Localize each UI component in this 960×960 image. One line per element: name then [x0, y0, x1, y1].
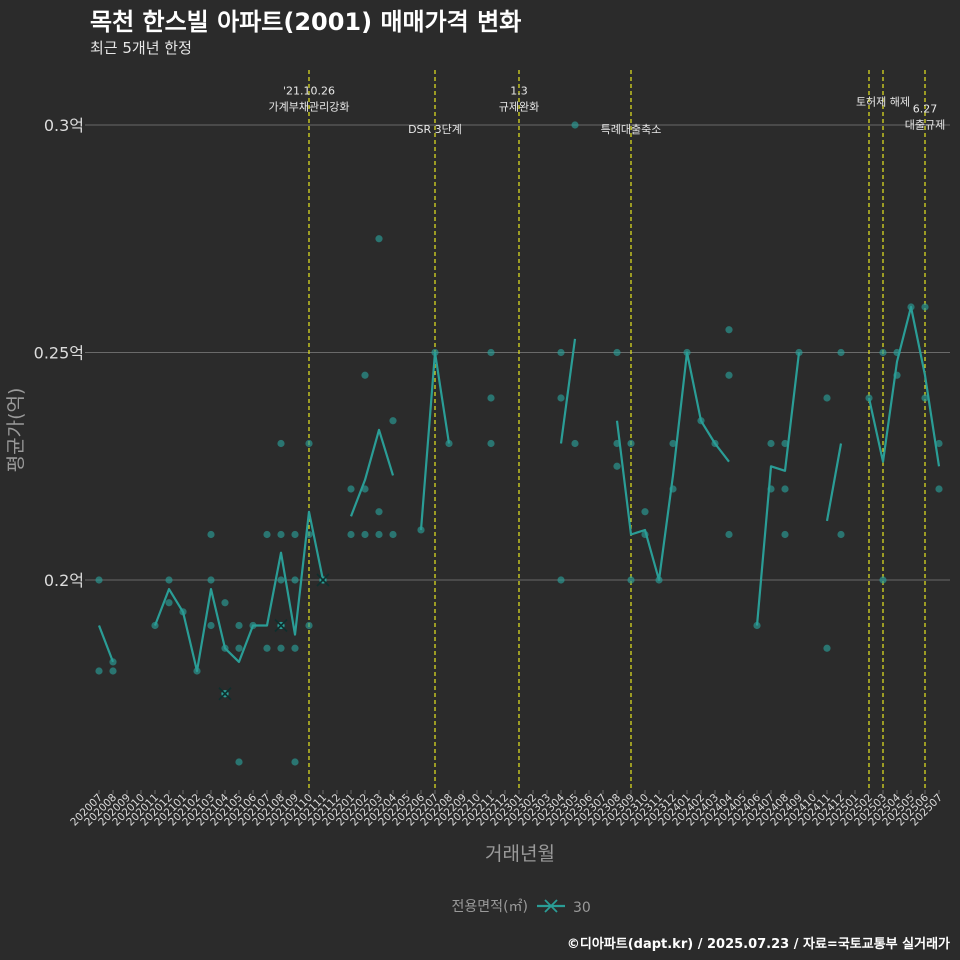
data-point — [347, 530, 355, 539]
event-label: DSR 3단계 — [408, 123, 462, 136]
data-point — [347, 485, 355, 493]
data-point — [291, 644, 299, 652]
data-point — [375, 235, 383, 243]
data-point — [921, 303, 929, 311]
series-line — [97, 625, 115, 663]
data-point — [235, 758, 243, 766]
data-point — [389, 530, 397, 539]
data-point — [221, 599, 229, 607]
data-point — [781, 530, 789, 539]
legend: 전용면적(㎡) 30 — [452, 899, 591, 916]
event-date-label: '21.10.26 — [283, 84, 335, 97]
event-date-label: 1.3 — [510, 84, 528, 97]
y-tick-label: 0.3억 — [44, 116, 84, 135]
data-point — [921, 394, 929, 402]
data-point — [305, 439, 313, 448]
data-point — [375, 530, 383, 539]
data-point — [725, 371, 733, 379]
data-point — [823, 394, 831, 402]
data-point — [305, 621, 313, 630]
data-point — [277, 530, 285, 539]
series-line — [153, 510, 325, 673]
legend-entry: 30 — [573, 900, 591, 916]
data-point — [557, 576, 565, 584]
data-point — [389, 417, 397, 425]
cross-marker — [218, 687, 232, 701]
data-point — [627, 439, 635, 448]
data-point — [165, 599, 173, 607]
data-point — [207, 530, 215, 539]
event-label: 특례대출축소 — [601, 123, 662, 136]
data-point — [613, 348, 621, 357]
y-tick-label: 0.2억 — [44, 571, 84, 590]
chart-subtitle: 최근 5개년 한정 — [90, 39, 192, 57]
legend-title: 전용면적(㎡) — [452, 899, 528, 915]
y-axis-title: 평균가(억) — [5, 388, 27, 473]
event-label: 가계부채관리강화 — [269, 100, 350, 113]
data-point — [361, 530, 369, 539]
y-tick-label: 0.25억 — [34, 344, 84, 363]
data-point — [277, 644, 285, 652]
data-point — [263, 530, 271, 539]
data-point — [207, 576, 215, 584]
data-point — [837, 530, 845, 539]
data-point — [109, 667, 117, 675]
data-point — [725, 326, 733, 334]
data-point — [291, 530, 299, 539]
legend-cross-swatch — [544, 899, 558, 913]
x-axis-title: 거래년월 — [485, 843, 555, 865]
cross-marker — [274, 618, 288, 633]
data-point — [879, 348, 887, 357]
data-point — [291, 576, 299, 584]
series-line — [825, 443, 843, 522]
data-point — [95, 576, 103, 584]
data-point — [487, 439, 495, 448]
data-point — [361, 371, 369, 379]
chart-title: 목천 한스빌 아파트(2001) 매매가격 변화 — [90, 8, 522, 36]
data-point — [207, 621, 215, 630]
data-point — [725, 530, 733, 539]
data-point — [823, 644, 831, 652]
data-point — [375, 508, 383, 516]
series-line — [615, 351, 730, 582]
data-point — [669, 439, 677, 448]
series-line — [559, 338, 577, 444]
data-point — [291, 758, 299, 766]
data-point — [767, 439, 775, 448]
data-point — [641, 508, 649, 516]
data-point — [557, 348, 565, 357]
data-point — [571, 439, 579, 448]
event-label: 규제완화 — [499, 100, 539, 113]
data-point — [613, 462, 621, 470]
event-label: 토허제 해제 — [856, 95, 910, 109]
data-point — [277, 439, 285, 448]
data-point — [935, 439, 943, 448]
source-caption: ©디아파트(dapt.kr) / 2025.07.23 / 자료=국토교통부 실… — [566, 937, 950, 952]
data-point — [837, 348, 845, 357]
data-point — [781, 485, 789, 493]
event-label: 대출규제 — [905, 118, 945, 131]
data-point — [781, 439, 789, 448]
data-point — [935, 485, 943, 493]
data-point — [487, 348, 495, 357]
data-point — [879, 576, 887, 584]
data-point — [627, 576, 635, 584]
series-line — [867, 305, 941, 467]
data-point — [263, 644, 271, 652]
data-point — [571, 121, 579, 129]
data-point — [95, 667, 103, 675]
event-date-label: 6.27 — [913, 102, 938, 115]
cross-marker — [316, 573, 330, 587]
series-line — [349, 428, 395, 517]
data-point — [277, 576, 285, 584]
data-point — [235, 621, 243, 630]
data-point — [165, 576, 173, 584]
price-chart: 0.2억 0.25억 0.3억 '21.10.26 가계부채관리강화 DSR 3단계 1.3… — [5, 70, 950, 916]
data-point — [235, 644, 243, 652]
data-point — [557, 394, 565, 402]
series-line — [755, 352, 801, 626]
series-line — [419, 351, 451, 531]
data-point — [487, 394, 495, 402]
